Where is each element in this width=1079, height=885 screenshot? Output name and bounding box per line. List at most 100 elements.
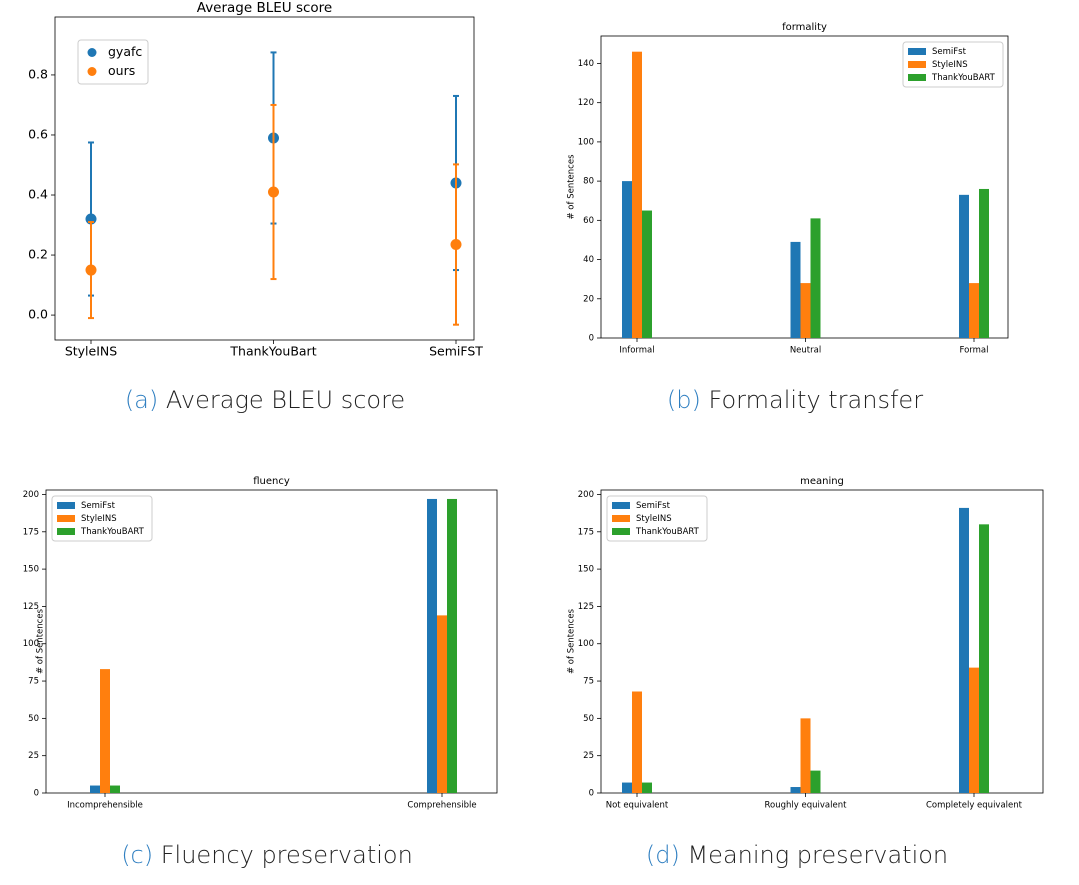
caption: (b) Formality transfer <box>667 386 923 414</box>
y-tick-label: 150 <box>578 565 594 575</box>
y-tick-label: 100 <box>578 639 594 649</box>
y-tick-label: 0 <box>589 789 594 799</box>
y-tick-label: 200 <box>578 490 594 500</box>
legend-label: ThankYouBART <box>80 527 145 537</box>
legend-label: ours <box>108 63 135 78</box>
caption-text: Meaning preservation <box>687 841 948 869</box>
y-tick-label: 80 <box>583 177 594 187</box>
legend-swatch <box>57 515 75 522</box>
y-tick-label: 0 <box>34 789 39 799</box>
chart-title: meaning <box>800 476 844 487</box>
y-tick-label: 0.2 <box>28 247 48 262</box>
y-tick-label: 40 <box>583 255 594 265</box>
subplot: meaning 0 25 50 75 100 125 150 175 200 # of Senten… <box>567 476 1044 869</box>
bar <box>800 283 811 338</box>
caption: (c) Fluency preservation <box>121 841 413 869</box>
chart-title: Average BLEU score <box>197 0 333 16</box>
x-tick-label: Incomprehensible <box>67 801 143 811</box>
x-tick-label: SemiFST <box>429 344 483 359</box>
y-tick-label: 140 <box>578 59 594 69</box>
bar <box>427 498 437 793</box>
legend-box <box>606 495 708 542</box>
legend-swatch <box>908 74 926 81</box>
plot-frame <box>45 489 498 794</box>
caption-label: (a) <box>125 386 158 414</box>
caption: (d) Meaning preservation <box>646 841 948 869</box>
y-tick-label: 175 <box>23 527 39 537</box>
legend-label: SemiFst <box>636 501 671 511</box>
legend-label: SemiFst <box>932 47 967 57</box>
y-tick-label: 200 <box>23 490 39 500</box>
bar <box>100 669 110 793</box>
bar <box>810 770 821 793</box>
caption-label: (b) <box>667 386 701 414</box>
bar <box>979 524 989 793</box>
y-tick-label: 175 <box>578 527 594 537</box>
legend-label: ThankYouBART <box>931 73 996 83</box>
y-tick-label: 20 <box>583 294 594 304</box>
y-tick-label: 0.0 <box>28 307 48 322</box>
y-tick-label: 120 <box>578 98 594 108</box>
legend-swatch <box>87 67 97 76</box>
chart-title: fluency <box>253 476 290 487</box>
bar <box>790 787 801 793</box>
y-tick-label: 100 <box>23 639 39 649</box>
legend-swatch <box>57 502 75 509</box>
plot-frame <box>600 489 1044 794</box>
bar <box>800 718 811 793</box>
bar <box>790 241 801 338</box>
legend-label: ThankYouBART <box>635 527 700 537</box>
x-tick-label: Comprehensible <box>407 801 476 811</box>
y-tick-label: 25 <box>583 751 594 761</box>
bar <box>632 51 642 338</box>
legend-swatch <box>908 61 926 68</box>
y-axis-label: # of Sentences <box>567 154 577 220</box>
caption-text: Average BLEU score <box>166 386 405 414</box>
y-axis-label: # of Sentences <box>36 608 46 674</box>
y-tick-label: 0.6 <box>28 126 48 141</box>
y-tick-label: 50 <box>583 714 594 724</box>
y-tick-label: 125 <box>578 602 594 612</box>
point <box>85 264 97 276</box>
bar <box>959 194 969 338</box>
bar <box>642 782 652 793</box>
y-tick-label: 75 <box>28 677 39 687</box>
bar <box>632 691 642 793</box>
caption-text: Fluency preservation <box>161 841 413 869</box>
caption-label: (d) <box>646 841 680 869</box>
y-tick-label: 100 <box>578 137 594 147</box>
y-tick-label: 0 <box>589 334 594 344</box>
bar <box>810 218 821 338</box>
y-tick-label: 50 <box>28 714 39 724</box>
x-tick-label: StyleINS <box>65 344 117 359</box>
bar <box>969 667 979 793</box>
bar <box>969 283 979 338</box>
legend-label: StyleINS <box>81 514 117 524</box>
legend-swatch <box>612 528 630 535</box>
legend-swatch <box>612 502 630 509</box>
y-tick-label: 125 <box>23 602 39 612</box>
x-tick-label: Not equivalent <box>606 801 669 811</box>
legend-swatch <box>908 48 926 55</box>
y-tick-label: 25 <box>28 751 39 761</box>
legend-swatch <box>612 515 630 522</box>
x-tick-label: Formal <box>960 346 989 356</box>
bar <box>959 507 969 793</box>
legend-swatch <box>87 48 97 57</box>
caption-text: Formality transfer <box>709 386 924 414</box>
caption-label: (c) <box>121 841 153 869</box>
x-tick-label: Completely equivalent <box>926 801 1023 811</box>
point <box>450 239 462 251</box>
x-tick-label: Neutral <box>790 346 821 356</box>
subplot: Average BLEU score 0.0 0.2 0.4 0.6 0.8 StyleIN… <box>28 0 483 414</box>
x-tick-label: Roughly equivalent <box>765 801 848 811</box>
x-tick-label: ThankYouBart <box>229 344 316 359</box>
x-tick-label: Informal <box>619 346 654 356</box>
plot-frame <box>54 16 475 341</box>
y-tick-label: 0.8 <box>28 66 48 81</box>
caption: (a) Average BLEU score <box>125 386 405 414</box>
subplot: fluency 0 25 50 75 100 125 150 175 200 # of Senten… <box>23 476 498 869</box>
legend-box <box>51 495 153 542</box>
bar <box>642 210 652 338</box>
bar <box>622 782 632 793</box>
